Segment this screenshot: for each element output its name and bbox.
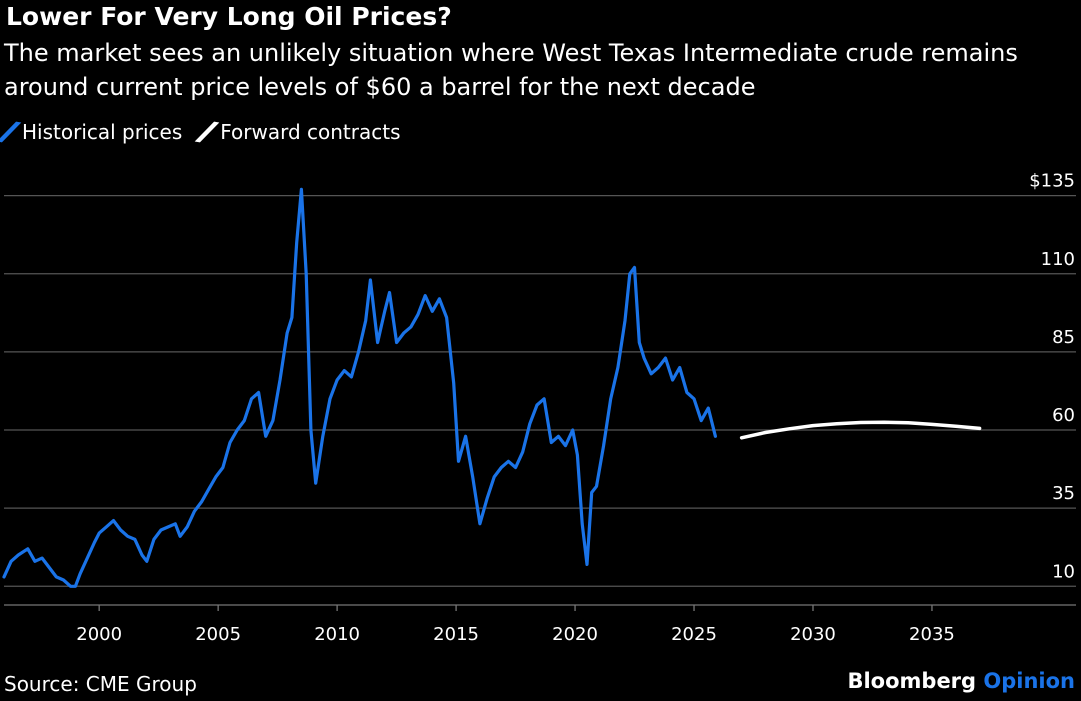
source-note: Source: CME Group — [4, 672, 197, 696]
historical-prices-line — [2, 187, 718, 588]
x-tick-label: 2000 — [76, 624, 122, 645]
y-tick-label: 35 — [1052, 483, 1075, 504]
y-tick-label: 10 — [1052, 561, 1075, 582]
y-tick-label: 85 — [1052, 327, 1075, 348]
chart-subtitle: The market sees an unlikely situation wh… — [4, 39, 1018, 101]
x-tick-label: 2010 — [314, 624, 360, 645]
x-tick-label: 2030 — [790, 624, 836, 645]
y-tick-label: 110 — [1041, 249, 1075, 270]
x-tick-label: 2020 — [552, 624, 598, 645]
x-tick-label: 2015 — [433, 624, 479, 645]
x-tick-label: 2035 — [909, 624, 955, 645]
forward-contracts-line — [739, 420, 982, 440]
y-tick-label: $135 — [1029, 171, 1075, 192]
chart-title: Lower For Very Long Oil Prices? — [6, 2, 452, 31]
legend: Historical prices Forward contracts — [0, 120, 401, 144]
legend-label-forward: Forward contracts — [220, 120, 401, 144]
brand-accent: Opinion — [983, 669, 1075, 693]
brand-main: Bloomberg — [847, 669, 977, 693]
brand-logo: Bloomberg Opinion — [847, 669, 1075, 693]
x-tick-label: 2025 — [671, 624, 717, 645]
legend-label-historical: Historical prices — [22, 120, 183, 144]
legend-item-historical: Historical prices — [0, 120, 183, 144]
x-tick-label: 2005 — [195, 624, 241, 645]
y-tick-label: 60 — [1052, 405, 1075, 426]
legend-item-forward: Forward contracts — [194, 120, 401, 144]
